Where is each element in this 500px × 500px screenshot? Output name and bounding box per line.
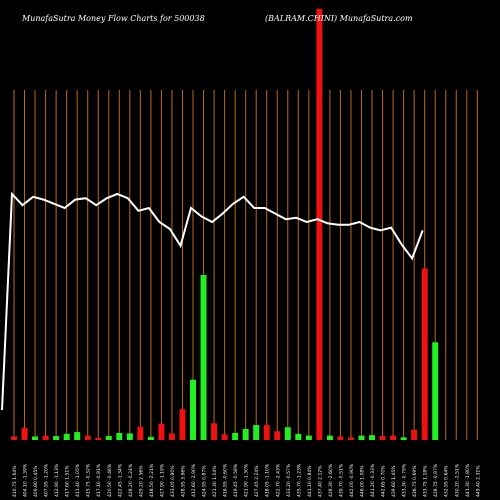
x-tick-label: 422.70 -2.43% [275,463,281,497]
x-tick-label: 439.60 1.45% [391,465,397,497]
x-tick-label: 428.75 -0.97% [433,463,439,497]
volume-bar [390,435,397,440]
x-tick-label: 428.95 3.96% [180,465,186,497]
volume-bar [411,429,418,440]
x-tick-label: 411.40 -1.05% [75,463,81,497]
volume-bar [116,432,123,440]
volume-bar [347,437,354,440]
x-tick-label: 404.10 -1.39% [23,463,29,497]
x-tick-label: 415.75 -0.32% [86,463,92,497]
volume-bar [95,437,102,440]
x-tick-label: 436.75 0.69% [412,465,418,497]
x-tick-label: 442.00 -0.90% [349,463,355,497]
x-tick-label: 412.60 -2.90% [191,463,197,497]
x-tick-label: 416.95 -0.60% [223,463,229,497]
volume-bar [158,423,165,440]
x-tick-label: 441.20 -0.33% [370,463,376,497]
x-tick-label: 410.75 1.64% [12,465,18,497]
x-tick-label: 422.45 -1.34% [117,463,123,497]
volume-bar [105,436,112,440]
x-tick-label: 439.70 -0.51% [338,463,344,497]
volume-bar [32,436,39,440]
x-tick-label: 407.95 -1.20% [44,463,50,497]
volume-bar [74,432,81,440]
volume-bar [147,436,154,440]
gridlines [13,90,478,440]
volume-bar [326,435,333,440]
volume-bar [126,433,133,440]
x-tick-label: 441.10 0.84% [307,465,313,497]
volume-bar [200,275,207,440]
chart-site-label: (BALRAM.CHINI) MunafaSutra.com [265,14,413,23]
x-tick-label: 441.30 -1.80% [465,463,471,497]
volume-bar [421,268,428,440]
x-tick-label: 421.90 -1.30% [244,463,250,497]
x-tick-label: 432.95 0.64% [444,465,450,497]
volume-bar [53,436,60,440]
volume-bar [284,427,291,440]
volume-bar [432,342,439,440]
volume-bar [84,435,91,440]
x-tick-labels: 410.75 1.64% 404.10 -1.39% 409.80 0.45% 407… [12,463,481,497]
volume-bar [137,426,144,440]
x-tick-label: 430.20 -2.51% [454,463,460,497]
x-tick-label: 433.05 0.90% [170,465,176,497]
x-tick-label: 409.80 0.45% [33,465,39,497]
volume-bar [369,435,376,440]
x-tick-label: 418.05 -1.10% [265,463,271,497]
x-tick-label: 435.70 -1.23% [296,463,302,497]
volume-bar [42,435,49,440]
volume-bar [211,423,218,440]
x-tick-label: 417.60 1.51% [65,465,71,497]
x-tick-label: 417.10 -0.81% [96,463,102,497]
x-tick-label: 428.30 -2.60% [328,463,334,497]
x-tick-label: 433.75 1.18% [423,465,429,497]
x-tick-label: 424.95 0.87% [202,465,208,497]
x-tick-label: 419.45 -0.58% [233,463,239,497]
x-tick-label: 433.20 -0.57% [286,463,292,497]
volume-bar [242,429,249,440]
volume-bar [316,8,323,441]
x-tick-label: 427.45 2.24% [254,465,260,497]
volume-bar [21,427,28,440]
x-tick-label: 442.65 0.70% [381,465,387,497]
volume-bar [263,425,270,440]
price-line [1,191,424,411]
x-tick-label: 420.50 -0.46% [107,463,113,497]
volume-bar [168,433,175,440]
x-tick-label: 418.50 -2.21% [149,463,155,497]
x-tick-label: 446.00 1.08% [359,465,365,497]
volume-bar [253,425,260,440]
x-tick-label: 412.90 -1.13% [54,463,60,497]
x-tick-label: 437.40 2.12% [317,465,323,497]
volume-bar [63,433,70,440]
volume-bar [232,432,239,440]
x-tick-label: 433.30 -0.79% [402,463,408,497]
x-tick-label: 427.90 -1.19% [159,463,165,497]
volume-bar [379,436,386,440]
x-tick-label: 428.20 -0.24% [128,463,134,497]
chart-title: MunafaSutra Money Flow Charts for 500038 [22,14,205,23]
x-tick-label: 449.40 2.31% [475,465,481,497]
volume-bar [274,431,281,440]
volume-bar [11,436,17,440]
volume-bar [190,379,197,440]
x-tick-label: 421.30 1.04% [212,465,218,497]
volume-bar [305,435,312,440]
volume-bars [11,8,439,441]
volume-bar [358,435,365,440]
volume-bar [221,434,228,440]
x-tick-label: 429.20 2.56% [138,465,144,497]
volume-bar [337,436,344,440]
volume-bar [400,437,407,440]
volume-bar [295,433,302,440]
volume-bar [179,409,186,440]
